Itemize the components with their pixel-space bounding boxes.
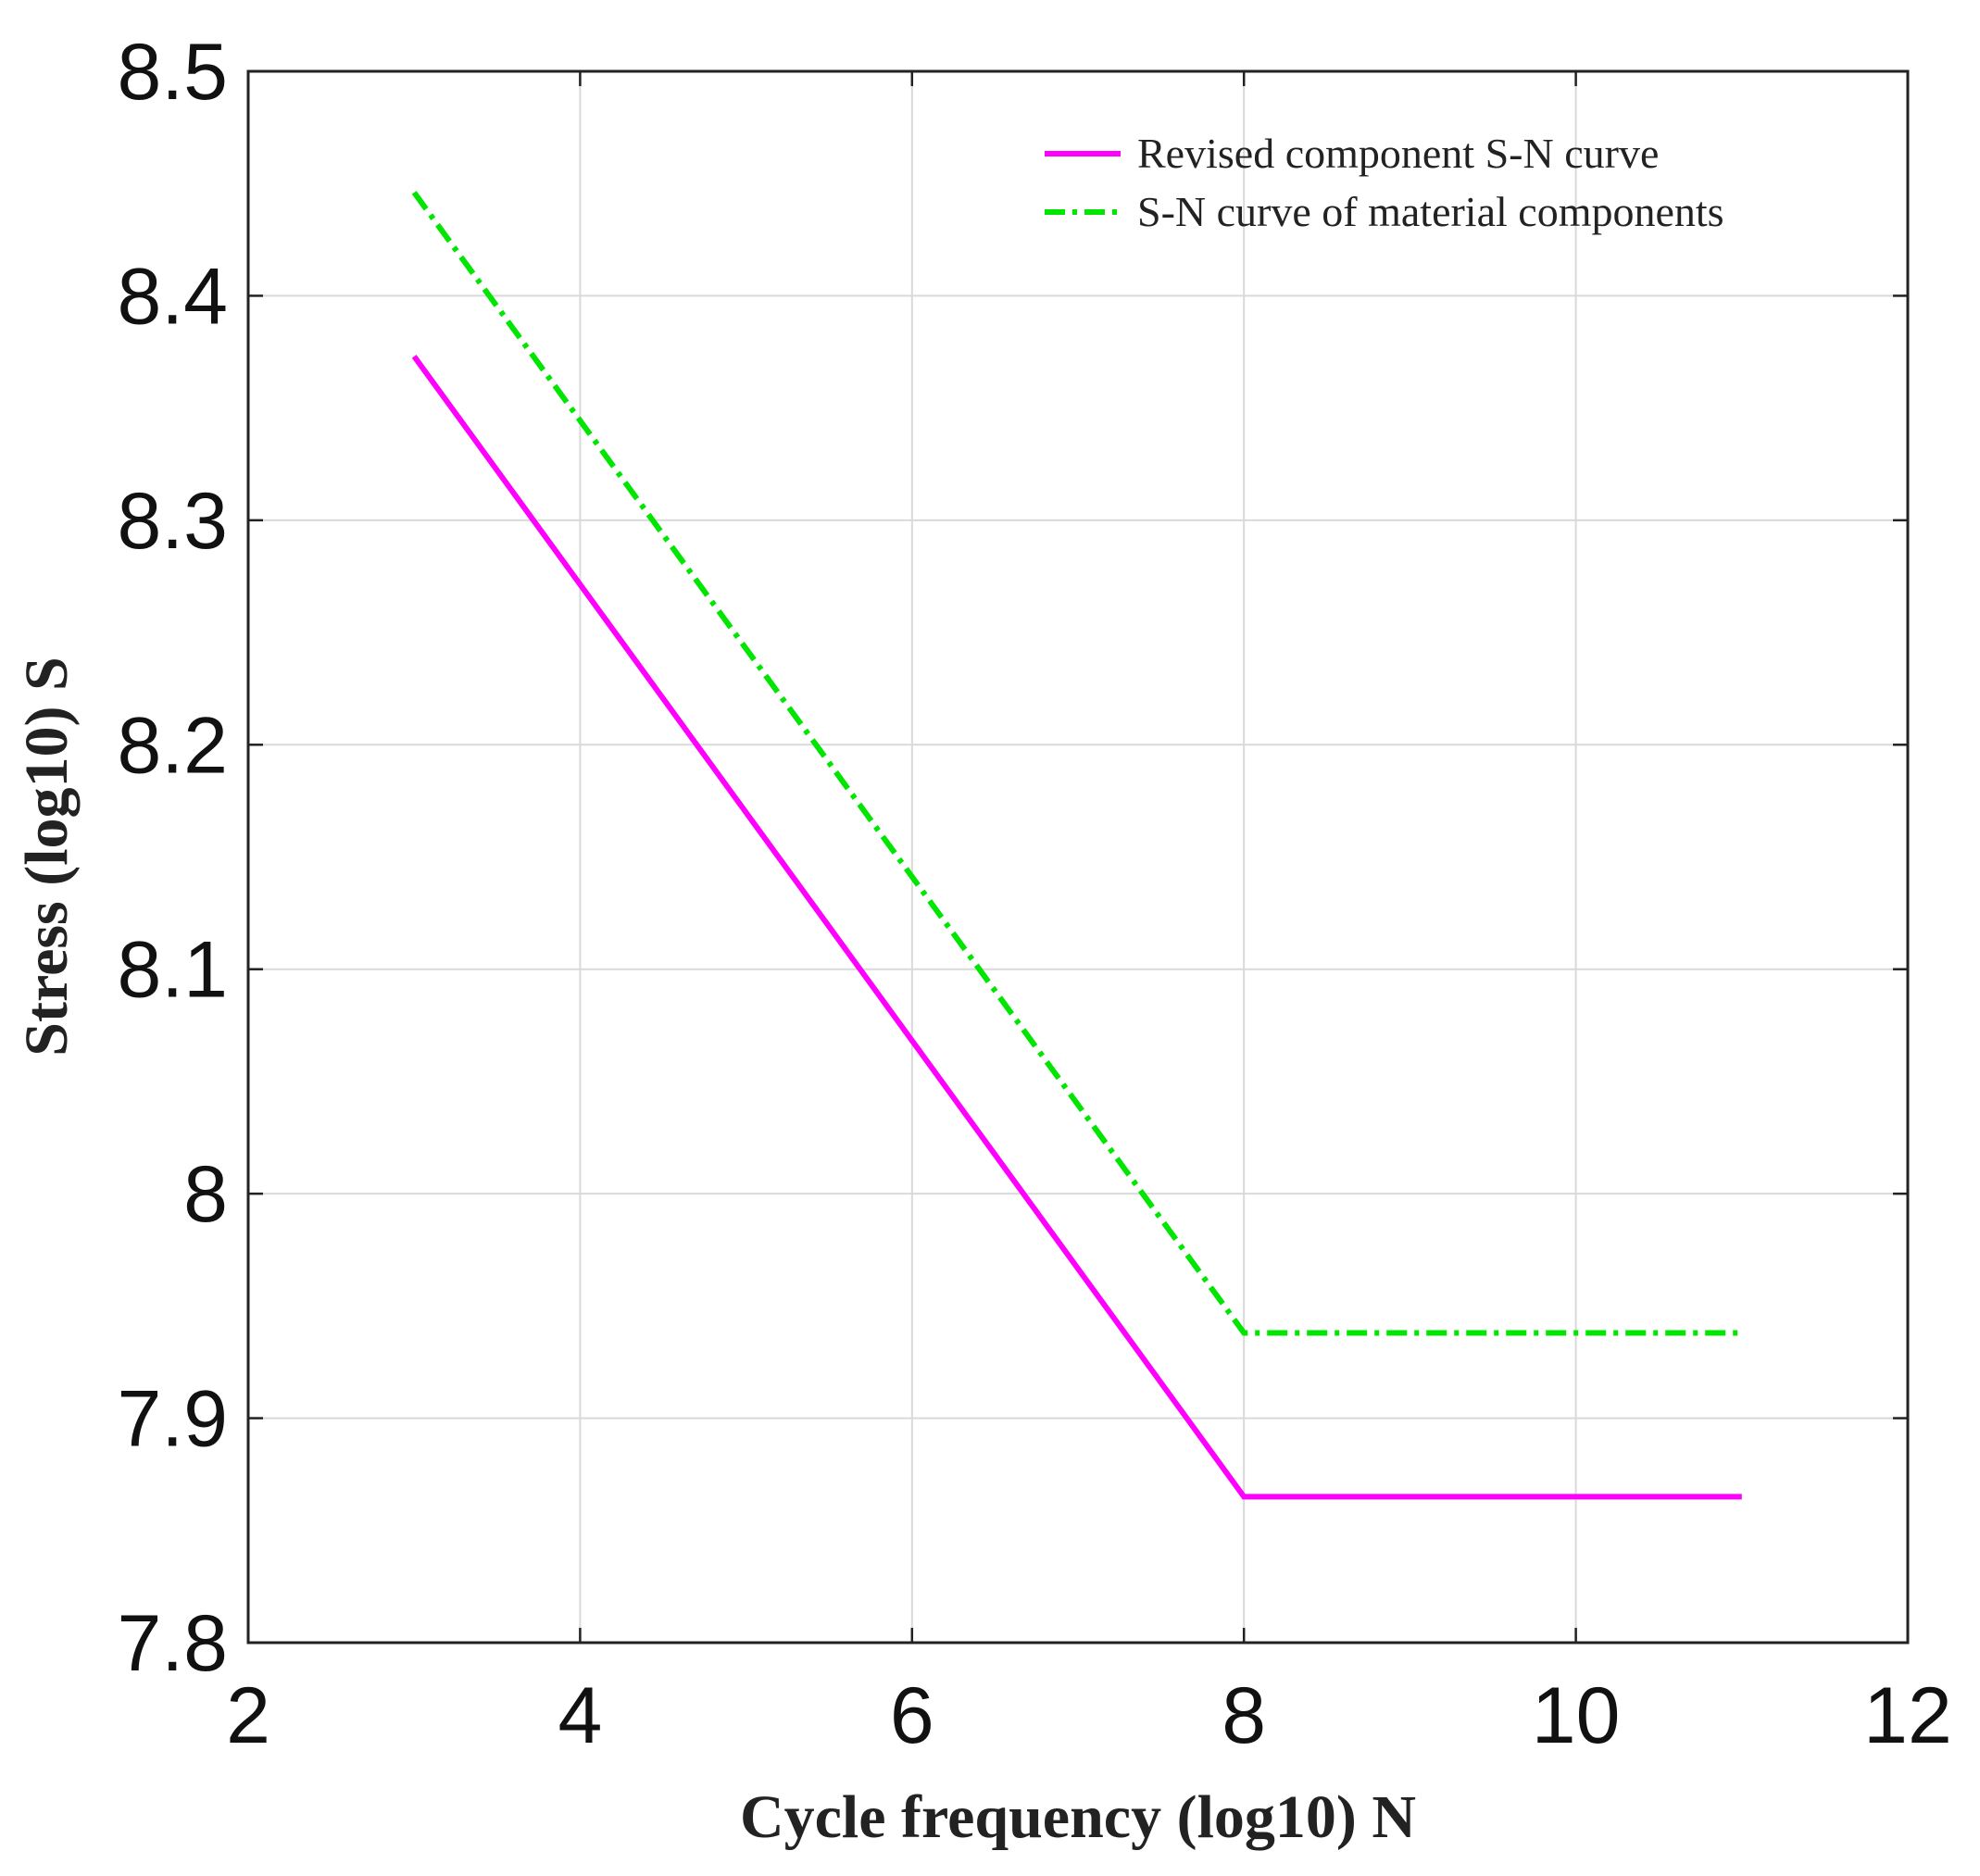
x-tick-label: 10 (1532, 1671, 1621, 1760)
y-tick-label: 8.5 (117, 28, 228, 117)
grid-lines (248, 71, 1908, 1643)
x-tick-label: 8 (1222, 1671, 1266, 1760)
x-tick-label: 4 (558, 1671, 602, 1760)
y-tick-label: 8 (183, 1150, 228, 1239)
series-line-material (411, 191, 1742, 1336)
x-tick-label: 12 (1863, 1671, 1952, 1760)
y-tick-label: 8.4 (117, 252, 228, 341)
series-lines (411, 191, 1742, 1500)
tick-marks (246, 69, 1910, 1645)
legend-label-revised: Revised component S-N curve (1137, 130, 1659, 177)
y-tick-label: 8.3 (117, 477, 228, 566)
x-tick-labels: 2 4 6 8 10 12 (226, 1671, 1952, 1760)
x-tick-label: 2 (226, 1671, 270, 1760)
legend-label-material: S-N curve of material components (1137, 188, 1724, 235)
plot-frame (246, 69, 1910, 1645)
y-tick-label: 8.1 (117, 926, 228, 1015)
y-tick-labels: 7.8 7.9 8 8.1 8.2 8.3 8.4 8.5 (117, 28, 228, 1688)
series-line-revised (411, 355, 1742, 1500)
y-tick-label: 8.2 (117, 701, 228, 790)
y-tick-label: 7.9 (117, 1375, 228, 1464)
legend: Revised component S-N curve S-N curve of… (1045, 130, 1724, 235)
x-tick-label: 6 (890, 1671, 934, 1760)
y-axis-title: Stress (log10) S (13, 657, 81, 1056)
x-axis-title: Cycle frequency (log10) N (740, 1783, 1416, 1851)
y-tick-label: 7.8 (117, 1599, 228, 1688)
